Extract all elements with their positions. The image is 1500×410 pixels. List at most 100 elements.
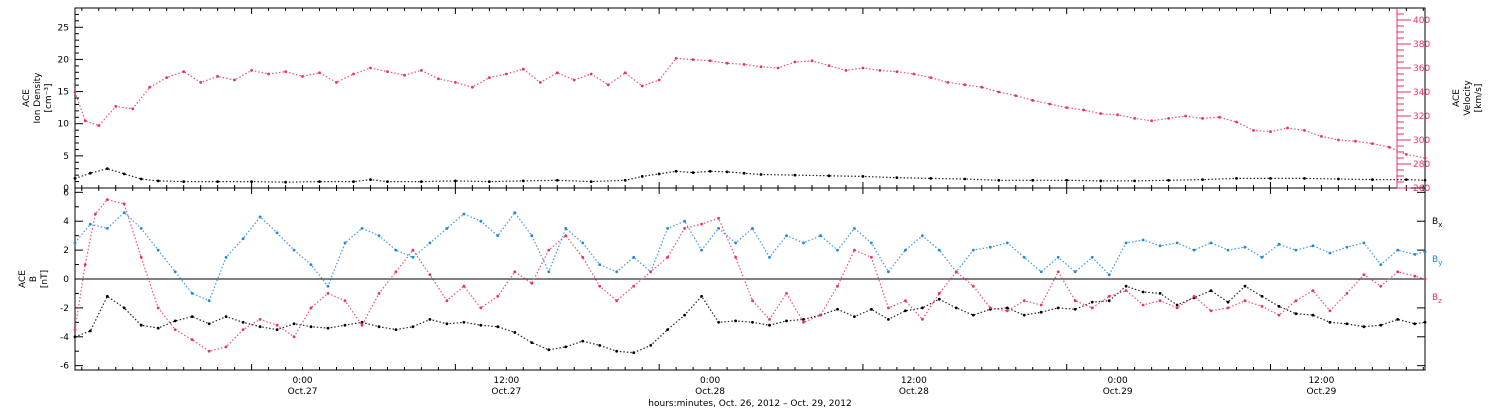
bx-point (836, 307, 839, 311)
velocity-point (1354, 139, 1357, 143)
velocity-point (912, 72, 916, 76)
velocity-point (318, 71, 321, 75)
bx-point (530, 341, 534, 344)
bz-point (258, 318, 262, 321)
bx-point (1328, 320, 1332, 324)
density-point (420, 180, 423, 184)
by-point (1090, 255, 1094, 259)
by-point (292, 248, 296, 252)
velocity-point (521, 67, 525, 71)
density-point (827, 174, 831, 178)
bz-point (496, 294, 500, 298)
velocity-point (759, 65, 763, 69)
density-point (657, 172, 661, 176)
x-tick-time: 0:00 (292, 376, 312, 386)
x-tick-time: 12:00 (1308, 376, 1334, 386)
velocity-point (538, 81, 542, 84)
x-tick-date: Oct.29 (1103, 387, 1133, 397)
bz-point (649, 270, 653, 274)
density-point (1201, 178, 1204, 182)
velocity-point (623, 71, 627, 75)
bx-point (1005, 306, 1009, 310)
by-point (275, 231, 279, 235)
density-point (674, 169, 678, 173)
velocity-point (1320, 135, 1323, 138)
by-point (462, 212, 466, 216)
velocity-point (165, 76, 169, 79)
bz-point (1396, 270, 1400, 274)
by-point (122, 211, 126, 215)
velocity-point (182, 70, 186, 73)
by-point (190, 292, 194, 295)
velocity-point (97, 124, 101, 127)
density-point (708, 169, 712, 173)
density-point (182, 180, 186, 184)
bz-point (734, 255, 737, 259)
density-y-tick-label: 0 (63, 184, 69, 194)
velocity-point (1337, 138, 1340, 142)
b-y-tick-label: -6 (60, 362, 69, 372)
bz-point (1328, 309, 1332, 313)
bx-point (1124, 284, 1128, 288)
by-point (343, 241, 347, 245)
axis-ticks: 0:00Oct.2712:00Oct.270:00Oct.2812:00Oct.… (58, 8, 1430, 397)
density-point (88, 171, 92, 175)
density-point (139, 177, 143, 181)
velocity-point (73, 90, 77, 94)
bz-point (275, 323, 279, 327)
bx-point (224, 315, 228, 318)
bx-point (292, 322, 296, 326)
b-y-tick-label: 6 (63, 188, 69, 198)
bz-point (666, 255, 669, 259)
velocity-point (1082, 108, 1086, 112)
bz-point (1243, 299, 1247, 303)
bx-point (309, 325, 313, 329)
bz-point (530, 281, 534, 285)
bz-point (547, 248, 551, 252)
data-points (73, 57, 1427, 355)
x-tick-date: Oct.29 (1306, 387, 1336, 397)
by-point (1277, 242, 1281, 246)
bx-point (1423, 320, 1427, 324)
bx-point (1362, 325, 1366, 329)
velocity-point (674, 57, 678, 60)
bz-point (598, 284, 602, 288)
by-point (394, 248, 398, 252)
by-point (1192, 248, 1196, 252)
density-y-tick-label: 5 (63, 152, 69, 162)
b-y-tick-label: 4 (63, 217, 69, 227)
b-y-tick-label: -4 (60, 333, 69, 343)
by-point (1362, 241, 1366, 245)
bz-point (581, 255, 585, 259)
bx-point (377, 325, 381, 329)
density-point (454, 179, 457, 183)
bz-point (1226, 306, 1230, 310)
velocity-point (1423, 156, 1427, 160)
bz-point (1423, 277, 1427, 281)
density-point (73, 177, 77, 180)
bz-point (326, 292, 330, 295)
velocity-point (657, 78, 661, 82)
bx-point (1260, 294, 1264, 298)
velocity-point (1286, 126, 1289, 130)
density-point (352, 180, 355, 184)
bz-point (700, 222, 703, 226)
by-point (564, 227, 568, 230)
x-tick-time: 12:00 (901, 376, 927, 386)
bz-point (1090, 306, 1094, 310)
bz-point (122, 202, 126, 206)
bx-point (513, 331, 517, 334)
x-tick-time: 0:00 (1108, 376, 1128, 386)
velocity-point (1014, 94, 1018, 97)
bz-point (887, 306, 890, 310)
by-point (1124, 241, 1128, 245)
velocity-point (199, 81, 203, 84)
bz-point (564, 234, 568, 238)
bx-point (564, 345, 568, 349)
density-point (284, 180, 287, 184)
by-point (717, 227, 720, 230)
by-point (1311, 244, 1315, 248)
bx-point (870, 307, 873, 311)
bx-point (1226, 300, 1230, 304)
